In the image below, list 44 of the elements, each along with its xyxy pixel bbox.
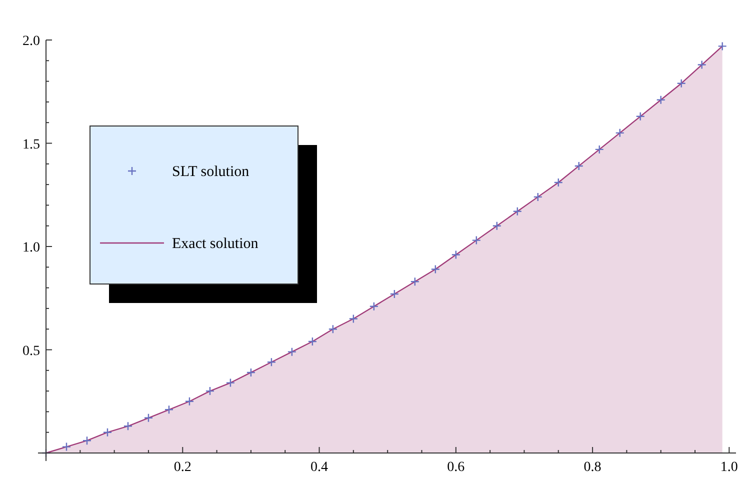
point <box>636 112 645 122</box>
point <box>676 78 686 88</box>
point <box>718 42 727 51</box>
x-tick-label: 0.6 <box>447 460 465 475</box>
point <box>615 128 624 138</box>
y-tick-label: 2.0 <box>22 34 40 49</box>
point <box>472 236 481 245</box>
point <box>184 396 194 406</box>
point <box>369 302 379 311</box>
point <box>205 386 215 396</box>
point <box>82 436 92 446</box>
point <box>164 405 174 414</box>
point <box>492 221 502 230</box>
point <box>697 60 706 70</box>
point <box>287 347 297 356</box>
point <box>348 314 358 324</box>
point <box>533 192 542 202</box>
point <box>410 277 420 286</box>
y-tick-label: 1.5 <box>22 137 40 152</box>
point <box>266 358 276 367</box>
point <box>554 178 563 188</box>
point <box>512 206 522 216</box>
point <box>390 289 400 299</box>
point <box>62 442 72 452</box>
legend-label: Exact solution <box>172 236 259 252</box>
point <box>102 428 112 437</box>
point <box>430 264 440 274</box>
point <box>246 368 256 378</box>
y-tick-label: 1.0 <box>22 240 40 256</box>
point <box>328 324 338 334</box>
point <box>123 422 133 431</box>
x-tick-label: 0.4 <box>310 460 328 475</box>
legend-label: SLT solution <box>172 164 250 180</box>
point <box>308 336 318 346</box>
point <box>574 161 584 171</box>
point <box>144 413 154 422</box>
point <box>656 95 666 104</box>
x-tick-label: 0.8 <box>584 460 602 475</box>
point <box>451 250 460 260</box>
x-tick-label: 0.2 <box>174 460 192 475</box>
x-tick-label: 1.0 <box>720 460 738 475</box>
y-tick-label: 0.5 <box>22 344 40 359</box>
point <box>226 378 236 388</box>
point <box>594 144 604 154</box>
